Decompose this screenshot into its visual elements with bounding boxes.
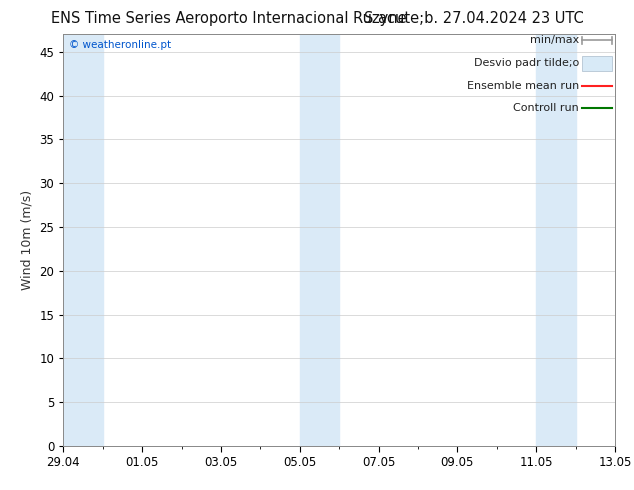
Text: min/max: min/max [530, 35, 579, 46]
Text: ENS Time Series Aeroporto Internacional Ruzyne: ENS Time Series Aeroporto Internacional … [51, 11, 406, 26]
Bar [536, 34, 576, 446]
Bar [63, 34, 103, 446]
Text: Desvio padr tilde;o: Desvio padr tilde;o [474, 58, 579, 68]
Text: Controll run: Controll run [514, 103, 579, 113]
Bar [300, 34, 339, 446]
Text: S acute;b. 27.04.2024 23 UTC: S acute;b. 27.04.2024 23 UTC [363, 11, 583, 26]
Y-axis label: Wind 10m (m/s): Wind 10m (m/s) [21, 190, 34, 290]
Bar [582, 56, 612, 71]
Text: Ensemble mean run: Ensemble mean run [467, 81, 579, 91]
Text: © weatheronline.pt: © weatheronline.pt [69, 41, 171, 50]
